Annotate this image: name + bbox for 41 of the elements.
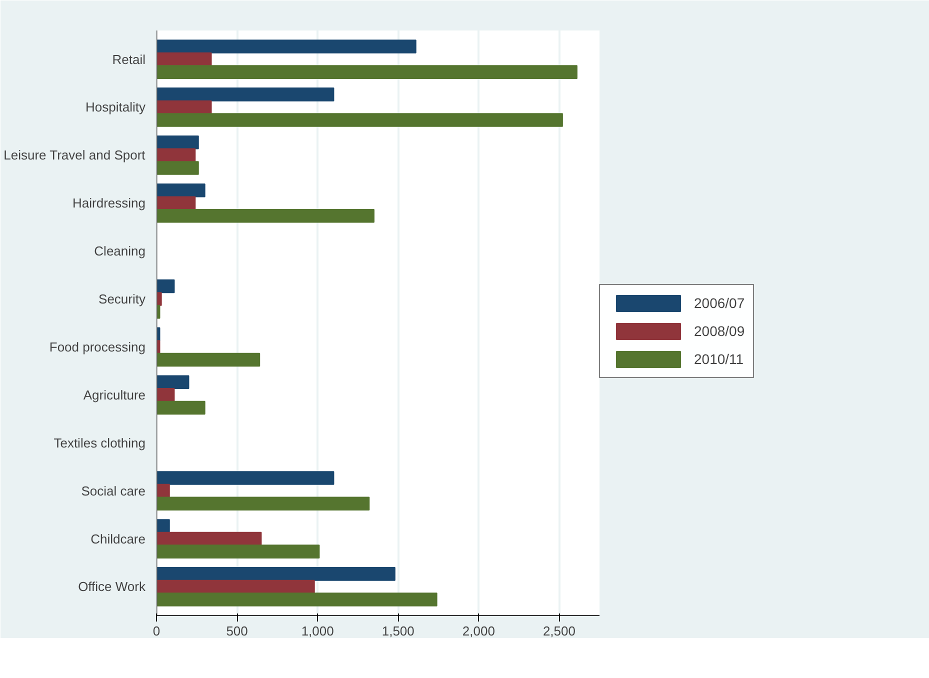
bar: [156, 400, 206, 415]
y-tick-label: Agriculture: [83, 387, 146, 402]
y-tick-label: Leisure Travel and Sport: [4, 148, 146, 163]
y-tick-label: Cleaning: [94, 244, 146, 259]
bar: [156, 135, 199, 150]
x-tick-label: 1,000: [301, 624, 334, 638]
y-tick-label: Hospitality: [86, 100, 146, 115]
legend-label: 2008/09: [694, 323, 745, 339]
bar: [156, 544, 320, 558]
y-tick-label: Hairdressing: [72, 196, 146, 211]
bar: [156, 209, 374, 223]
y-tick-label: Retail: [112, 52, 146, 67]
bar: [156, 375, 190, 390]
y-tick-label: Textiles clothing: [54, 435, 146, 450]
y-tick-label: Food processing: [49, 339, 146, 354]
bar: [156, 161, 199, 175]
bar: [156, 113, 563, 127]
legend-label: 2010/11: [694, 351, 744, 367]
legend-label: 2006/07: [694, 295, 745, 311]
bar: [156, 496, 370, 511]
bar: [156, 532, 262, 546]
bar: [156, 65, 578, 79]
bar: [156, 580, 315, 594]
x-tick-label: 2,000: [462, 624, 495, 638]
x-tick-label: 500: [226, 624, 248, 638]
bar: [156, 40, 416, 54]
y-tick-label: Security: [98, 292, 146, 307]
bar: [156, 183, 206, 198]
bar: [156, 471, 334, 485]
x-tick-label: 1,500: [382, 624, 414, 638]
x-tick-label: 0: [152, 624, 160, 638]
bar: [156, 592, 438, 606]
y-tick-label: Childcare: [90, 531, 146, 546]
bar: [156, 567, 396, 581]
bar: [156, 352, 260, 367]
bar: [156, 279, 175, 294]
bar: [156, 196, 196, 210]
y-tick-label: Social care: [81, 483, 146, 498]
bar: [156, 88, 334, 102]
x-tick-label: 2,500: [542, 624, 576, 638]
y-tick-label: Office Work: [78, 579, 146, 594]
